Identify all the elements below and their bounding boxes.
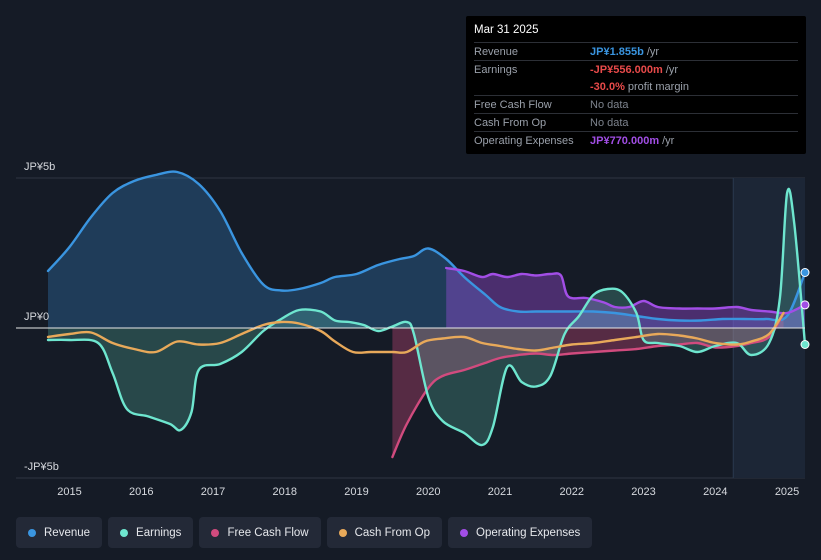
- tooltip-row-label: Cash From Op: [474, 116, 547, 129]
- x-tick-label: 2025: [775, 486, 799, 498]
- x-axis-labels: 2015 2016 2017 2018 2019 2020 2021 2022 2023 2024…: [57, 486, 799, 498]
- x-tick-label: 2019: [344, 486, 368, 498]
- tooltip-row: Revenue JP¥1.855b/yr: [474, 42, 798, 60]
- tooltip-row-label: Operating Expenses: [474, 134, 574, 147]
- y-tick-label: -JP¥5b: [24, 461, 59, 473]
- tooltip-row: Earnings -JP¥556.000m/yr: [474, 60, 798, 78]
- legend-item-revenue[interactable]: Revenue: [16, 517, 103, 548]
- line-earnings: [46, 187, 807, 447]
- tooltip-row-unit: /yr: [662, 134, 675, 147]
- end-marker-opex: [800, 300, 810, 310]
- legend-item-free-cash-flow[interactable]: Free Cash Flow: [199, 517, 321, 548]
- tooltip-rows: Revenue JP¥1.855b/yr Earnings -JP¥556.000m /…: [474, 42, 798, 149]
- series-markers: [800, 268, 810, 349]
- tooltip-row-value: No data: [590, 116, 629, 129]
- tooltip-row-value: JP¥770.000m: [590, 134, 660, 147]
- legend-item-operating-expenses[interactable]: Operating Expenses: [448, 517, 593, 548]
- tooltip-row-unit: /yr: [646, 45, 660, 58]
- x-tick-label: 2018: [273, 486, 297, 498]
- x-tick-label: 2015: [57, 486, 81, 498]
- end-marker-earnings: [800, 340, 810, 349]
- tooltip-row-unit: profit margin: [627, 80, 689, 93]
- legend-label: Free Cash Flow: [227, 526, 309, 539]
- series-areas: [48, 171, 805, 457]
- x-tick-label: 2024: [703, 486, 727, 498]
- end-marker-revenue: [800, 268, 810, 277]
- tooltip-row-unit: /yr: [665, 63, 679, 76]
- line-fcf: [391, 311, 785, 459]
- tooltip-row-value: -JP¥556.000m: [590, 63, 663, 76]
- legend-dot-icon: [338, 528, 347, 537]
- legend-dot-icon: [211, 528, 220, 537]
- legend-label: Cash From Op: [354, 526, 431, 539]
- y-tick-label: JP¥5b: [24, 161, 55, 173]
- x-tick-label: 2021: [488, 486, 512, 498]
- x-tick-label: 2022: [560, 486, 584, 498]
- tooltip-row-value: No data: [590, 98, 629, 111]
- tooltip-row-value: JP¥1.855b: [590, 45, 644, 58]
- legend-label: Earnings: [136, 526, 182, 539]
- legend-dot-icon: [460, 528, 469, 537]
- line-revenue: [46, 170, 807, 322]
- legend-dot-icon: [120, 528, 129, 537]
- tooltip-row: -30.0% profit margin: [474, 78, 798, 95]
- x-tick-label: 2017: [201, 486, 225, 498]
- tooltip-row-label: Earnings: [474, 63, 518, 76]
- line-opex: [445, 266, 807, 315]
- tooltip-date: Mar 31 2025: [474, 24, 539, 36]
- y-tick-label: JP¥0: [24, 311, 49, 323]
- tooltip-row: Cash From Op No data: [474, 113, 798, 131]
- tooltip-row: Operating Expenses JP¥770.000m/yr: [474, 131, 798, 149]
- x-tick-label: 2016: [129, 486, 153, 498]
- area-fcf: [392, 313, 784, 457]
- x-tick-label: 2020: [416, 486, 440, 498]
- x-tick-label: 2023: [631, 486, 655, 498]
- chart-canvas: JP¥5b JP¥0 -JP¥5b 2015 2016 2017 2018 2019 2020…: [16, 161, 810, 498]
- series-lines: [16, 170, 807, 459]
- legend-label: Revenue: [44, 526, 91, 539]
- legend-label: Operating Expenses: [476, 526, 581, 539]
- area-opex: [446, 268, 805, 328]
- tooltip-row: Free Cash Flow No data: [474, 95, 798, 113]
- data-tooltip: Mar 31 2025 Revenue JP¥1.855b/yr Earnings -…: [466, 16, 806, 154]
- legend-item-earnings[interactable]: Earnings: [108, 517, 194, 548]
- tooltip-row-label: Revenue: [474, 45, 519, 58]
- legend-item-cash-from-op[interactable]: Cash From Op: [326, 517, 443, 548]
- y-axis-labels: JP¥5b JP¥0 -JP¥5b: [24, 161, 59, 473]
- tooltip-row-label: Free Cash Flow: [474, 98, 552, 111]
- line-cfo: [46, 311, 785, 354]
- chart-legend: Revenue Earnings Free Cash Flow Cash From O…: [16, 517, 593, 548]
- tooltip-row-value: -30.0%: [590, 80, 625, 93]
- legend-dot-icon: [28, 528, 36, 537]
